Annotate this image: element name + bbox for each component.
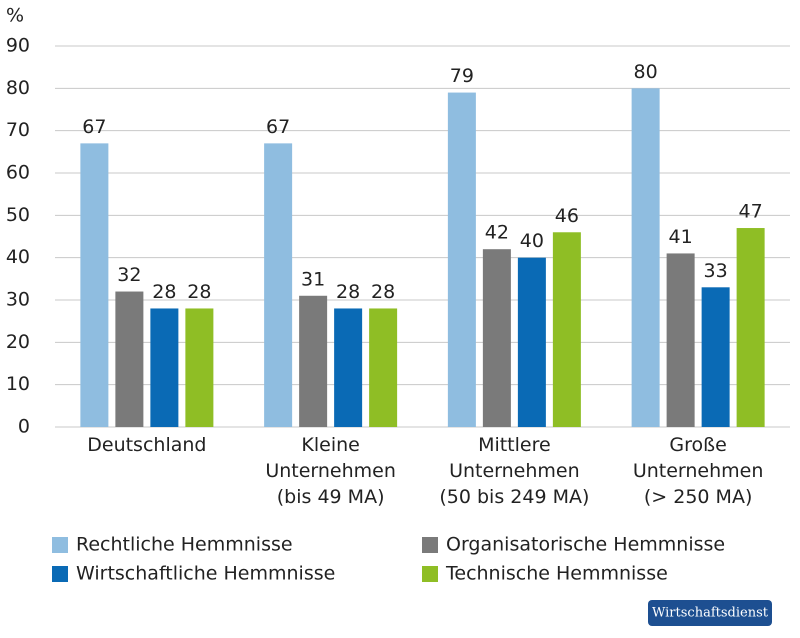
bar bbox=[150, 308, 179, 427]
data-label: 32 bbox=[117, 264, 141, 286]
bar bbox=[701, 287, 730, 427]
bar bbox=[447, 92, 476, 428]
x-tick-label: Große Unternehmen (> 250 MA) bbox=[633, 434, 764, 508]
y-tick-label: 20 bbox=[6, 331, 30, 353]
y-tick-label: 70 bbox=[6, 119, 30, 141]
bar bbox=[185, 308, 214, 427]
data-label: 67 bbox=[82, 116, 106, 138]
y-tick-label: 90 bbox=[6, 35, 30, 57]
data-label: 42 bbox=[485, 222, 509, 244]
x-tick-label: Deutschland bbox=[87, 434, 206, 456]
source-badge bbox=[648, 600, 772, 626]
bar bbox=[369, 308, 398, 427]
data-label: 33 bbox=[704, 260, 728, 282]
data-label: 80 bbox=[634, 61, 658, 83]
data-label: 28 bbox=[152, 281, 176, 303]
data-label: 67 bbox=[266, 116, 290, 138]
y-tick-label: 50 bbox=[6, 204, 30, 226]
bar bbox=[334, 308, 363, 427]
bar bbox=[517, 257, 546, 427]
bar bbox=[80, 143, 109, 427]
legend-swatch bbox=[52, 566, 68, 582]
source: Wirtschaftsdienst bbox=[652, 606, 769, 621]
legend-label: Wirtschaftliche Hemmnisse bbox=[76, 563, 335, 585]
data-label: 31 bbox=[301, 268, 325, 290]
y-tick-label: 60 bbox=[6, 162, 30, 184]
data-label: 46 bbox=[555, 205, 579, 227]
legend-swatch bbox=[422, 537, 438, 553]
legend-label: Technische Hemmnisse bbox=[445, 563, 668, 585]
y-tick-label: 10 bbox=[6, 373, 30, 395]
data-label: 40 bbox=[520, 230, 544, 252]
x-tick-label: Kleine Unternehmen (bis 49 MA) bbox=[265, 434, 396, 508]
bar bbox=[299, 295, 328, 427]
y-tick-label: 80 bbox=[6, 77, 30, 99]
bar bbox=[631, 88, 660, 427]
legend-swatch bbox=[422, 566, 438, 582]
bar bbox=[736, 228, 765, 427]
data-label: 28 bbox=[187, 281, 211, 303]
y-tick-label: 30 bbox=[6, 289, 30, 311]
y-unit: % bbox=[6, 5, 24, 27]
legend-label: Organisatorische Hemmnisse bbox=[446, 534, 725, 556]
data-label: 28 bbox=[371, 281, 395, 303]
data-label: 41 bbox=[669, 226, 693, 248]
legend-swatch bbox=[52, 537, 68, 553]
bar bbox=[115, 291, 144, 427]
x-tick-label: Mittlere Unternehmen (50 bis 249 MA) bbox=[439, 434, 589, 508]
legend-label: Rechtliche Hemmnisse bbox=[76, 534, 293, 556]
bar bbox=[552, 232, 581, 427]
y-tick-label: 40 bbox=[6, 246, 30, 268]
data-label: 47 bbox=[739, 201, 763, 223]
bar bbox=[482, 249, 511, 427]
data-label: 79 bbox=[450, 65, 474, 87]
bar bbox=[264, 143, 293, 427]
bar bbox=[666, 253, 695, 427]
y-tick-label: 0 bbox=[18, 416, 30, 438]
data-label: 28 bbox=[336, 281, 360, 303]
